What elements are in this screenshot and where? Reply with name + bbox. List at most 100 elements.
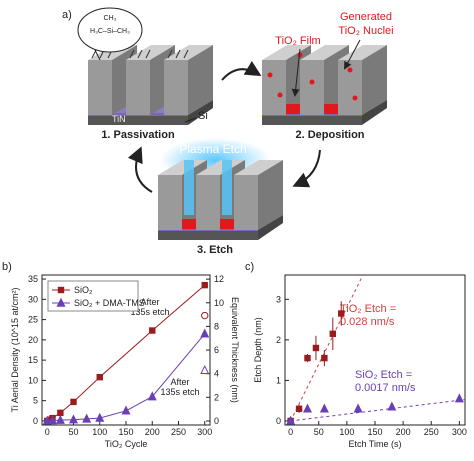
y2-tick-label: 8 xyxy=(214,321,219,331)
trend-label: 0.0017 nm/s xyxy=(355,382,416,394)
marker xyxy=(454,393,464,403)
y-axis-label: Etch Depth (nm) xyxy=(253,317,263,383)
x-tick-label: 100 xyxy=(339,427,354,437)
y2-tick-label: 10 xyxy=(214,298,224,308)
y-tick-label: 35 xyxy=(28,274,38,284)
x-tick-label: 300 xyxy=(197,427,212,437)
y2-tick-label: 0 xyxy=(214,416,219,426)
x-tick-label: 200 xyxy=(145,427,160,437)
annotation: TiO₂ Nuclei xyxy=(338,25,393,37)
marker xyxy=(96,373,103,381)
x-tick-label: 100 xyxy=(92,427,107,437)
trend-line xyxy=(290,399,466,422)
panel-label: c) xyxy=(245,261,254,273)
chart: b)0 50 100 150 200 250 30005101520253035024681… xyxy=(2,261,240,449)
pointer xyxy=(291,48,301,97)
marker xyxy=(353,403,363,413)
trend-label: SiO₂ Etch = xyxy=(355,369,412,381)
trend-label: 0.028 nm/s xyxy=(340,316,395,328)
marker xyxy=(95,412,105,422)
marker xyxy=(200,364,210,374)
annotation: Plasma Etch xyxy=(179,142,246,156)
step-label: 1. Passivation xyxy=(101,129,175,141)
marker xyxy=(321,354,328,362)
x-tick-label: 50 xyxy=(68,427,78,437)
x-tick-label: 0 xyxy=(288,427,293,437)
y-tick-label: 10 xyxy=(28,375,38,385)
annotation: After xyxy=(170,377,189,387)
annotation: Generated xyxy=(340,11,392,23)
chart: c) 0 50 100 150 200 250 300 0 1 2 3 Etch Time (s) Etc… xyxy=(245,261,467,449)
y2-tick-label: 6 xyxy=(214,345,219,355)
marker xyxy=(68,414,79,424)
marker xyxy=(338,310,345,317)
cycle-arrow xyxy=(221,60,262,81)
x-tick-label: 250 xyxy=(424,427,439,437)
x-tick-label: 0 xyxy=(45,427,50,437)
marker xyxy=(201,281,208,289)
y-tick-label: 3 xyxy=(276,294,281,304)
layer-label: Si xyxy=(198,110,208,122)
bubble-pointer xyxy=(94,49,101,61)
legend-label: SiO₂ xyxy=(74,285,93,295)
annotation: After xyxy=(140,297,159,307)
marker xyxy=(312,344,320,352)
step-label: 2. Deposition xyxy=(295,129,364,141)
marker xyxy=(286,415,296,425)
marker xyxy=(329,330,337,337)
legend-marker xyxy=(56,297,66,307)
x-tick-label: 150 xyxy=(367,427,382,437)
y-tick-label: 5 xyxy=(33,396,38,406)
marker xyxy=(387,401,397,411)
plot-frame xyxy=(284,274,466,426)
panel-a: a) CH₃ H₃C–Si–CH₃ SiO₂ TiN Si 1. Passiva… xyxy=(62,7,394,256)
layer-label: TiN xyxy=(112,114,126,124)
annotation: TiO₂ Film xyxy=(275,35,320,47)
y-tick-label: 20 xyxy=(28,335,38,345)
y-tick-label: 1 xyxy=(276,375,281,385)
marker xyxy=(201,311,209,320)
y2-tick-label: 12 xyxy=(214,274,224,284)
x-axis-label: TiO₂ Cycle xyxy=(105,439,148,449)
trend-label: TiO₂ Etch = xyxy=(340,303,396,315)
marker xyxy=(149,327,156,334)
molecule-text: CH₃ xyxy=(104,15,117,22)
trend-line xyxy=(290,274,364,422)
marker xyxy=(55,414,65,424)
y2-axis-label: Equivalent Thickness (nm) xyxy=(230,297,240,403)
annotation: 135s etch xyxy=(160,387,199,397)
pointer xyxy=(344,39,361,70)
x-tick-label: 250 xyxy=(171,427,186,437)
y-tick-label: 0 xyxy=(276,416,281,426)
x-tick-label: 50 xyxy=(314,427,324,437)
marker xyxy=(302,403,313,413)
molecule-bubble xyxy=(77,7,143,53)
y-axis-label: Ti Aerial Density (10^15 at/cm²) xyxy=(10,288,20,413)
y-tick-label: 30 xyxy=(28,294,38,304)
step-label: 3. Etch xyxy=(197,244,233,256)
marker xyxy=(147,391,157,401)
y2-tick-label: 4 xyxy=(214,369,219,379)
legend-marker xyxy=(57,286,65,294)
marker xyxy=(200,328,210,338)
layer-label: SiO₂ xyxy=(74,79,85,100)
y-tick-label: 0 xyxy=(33,416,38,426)
x-tick-label: 300 xyxy=(452,427,467,437)
molecule-text: H₃C–Si–CH₃ xyxy=(90,28,130,35)
x-tick-label: 150 xyxy=(118,427,133,437)
y-tick-label: 25 xyxy=(28,315,38,325)
x-tick-label: 200 xyxy=(396,427,411,437)
marker xyxy=(319,403,329,413)
cycle-arrow xyxy=(292,149,321,188)
passivation-brushes xyxy=(91,49,189,59)
annotation: 135s etch xyxy=(130,307,169,317)
marker xyxy=(47,415,58,425)
legend-label: SiO₂ + DMA-TMS xyxy=(74,298,145,308)
marker xyxy=(304,354,311,362)
y-tick-label: 2 xyxy=(276,335,281,345)
structure-passivation xyxy=(88,45,213,125)
marker xyxy=(82,413,92,423)
marker xyxy=(121,405,131,415)
panel-label: b) xyxy=(2,261,12,273)
